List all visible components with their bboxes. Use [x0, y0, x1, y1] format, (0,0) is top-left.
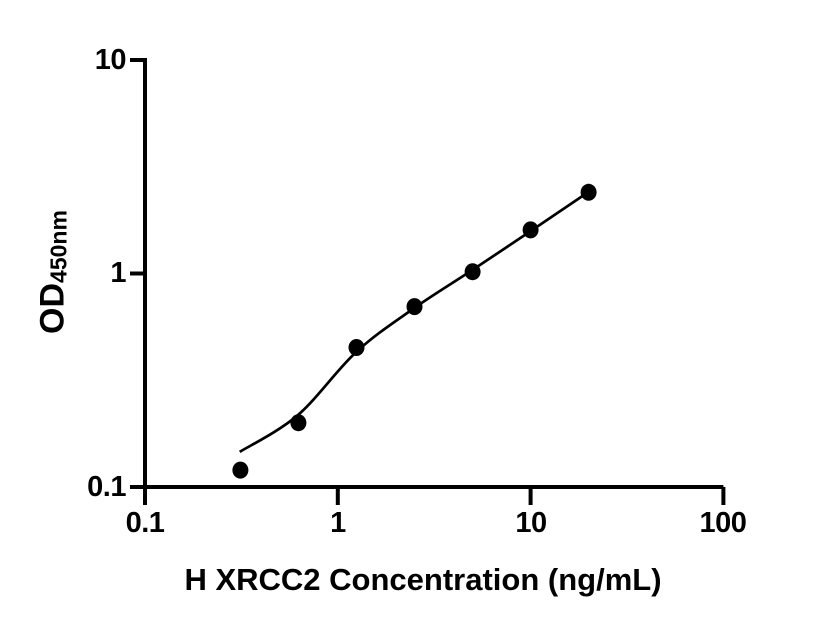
x-tick-label-100: 100 — [699, 507, 747, 539]
data-point — [290, 414, 307, 432]
x-tick-label-10: 10 — [515, 507, 547, 539]
data-point — [406, 298, 423, 316]
x-axis-title: H XRCC2 Concentration (ng/mL) — [184, 562, 662, 597]
data-point — [522, 221, 539, 239]
data-point — [580, 183, 597, 201]
y-axis-title: OD450nm — [34, 210, 73, 334]
data-point — [232, 461, 249, 479]
y-tick-label-0.1: 0.1 — [87, 471, 126, 503]
y-axis-title-main: OD — [33, 282, 72, 334]
x-tick-label-0.1: 0.1 — [125, 507, 165, 539]
data-point — [464, 263, 481, 281]
data-point — [348, 339, 365, 356]
y-tick-label-10: 10 — [94, 44, 127, 76]
y-tick-label-1: 1 — [110, 257, 126, 289]
x-tick-label-1: 1 — [330, 507, 346, 539]
y-axis-title-subscript: 450nm — [45, 210, 72, 283]
